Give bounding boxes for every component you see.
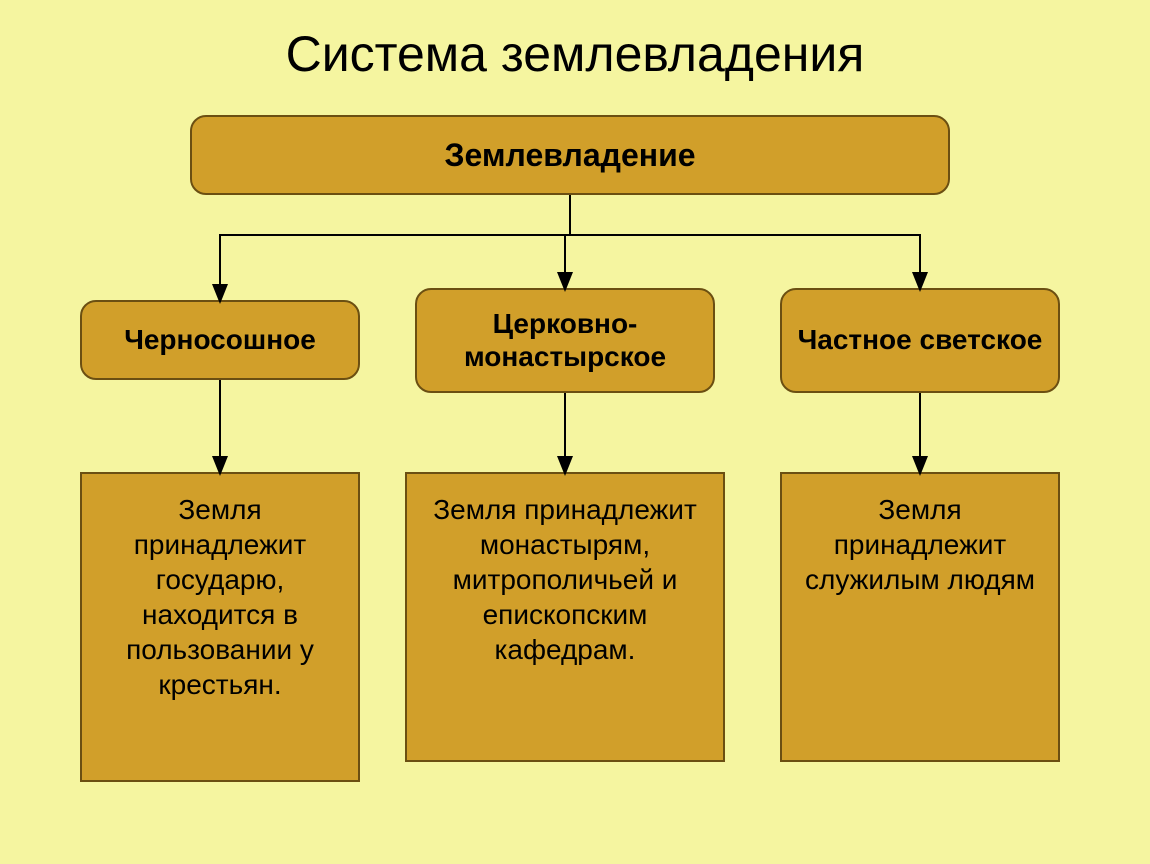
category-label: Черносошное [124,324,316,356]
connector-line [220,195,570,300]
desc-box-private: Земля принадлежит служилым людям [780,472,1060,762]
desc-text: Земля принадлежит государю, находится в … [92,492,348,702]
root-box: Землевладение [190,115,950,195]
category-box-private: Частное светское [780,288,1060,393]
category-box-church: Церковно-монастырское [415,288,715,393]
root-label: Землевладение [444,137,695,174]
page-title: Система землевладения [0,25,1150,83]
desc-box-church: Земля принадлежит монастырям, митрополич… [405,472,725,762]
category-label: Частное светское [798,324,1043,356]
desc-text: Земля принадлежит монастырям, митрополич… [417,492,713,667]
category-label: Церковно-монастырское [425,308,705,372]
category-box-chernososhnoe: Черносошное [80,300,360,380]
connector-line [570,195,920,288]
desc-box-chernososhnoe: Земля принадлежит государю, находится в … [80,472,360,782]
connector-line [565,195,570,288]
desc-text: Земля принадлежит служилым людям [792,492,1048,597]
